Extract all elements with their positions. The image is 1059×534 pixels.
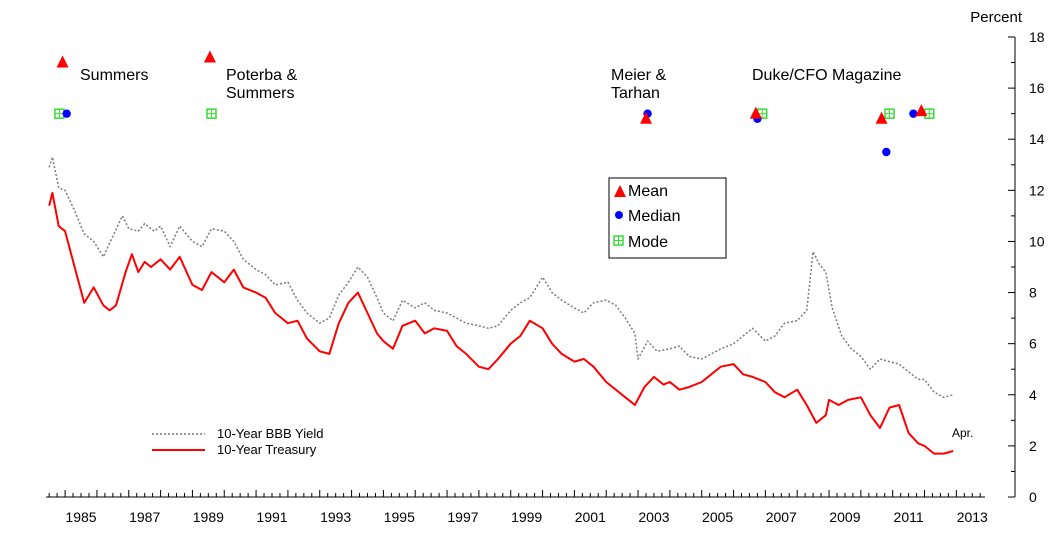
x-tick-label: 1995 [384,509,415,525]
y-tick-label: 18 [1029,29,1045,45]
series-layer [48,156,954,455]
x-tick-label: 2001 [575,509,606,525]
plot-frame [46,37,1016,498]
y-tick-label: 14 [1029,131,1045,147]
y-tick-label: 0 [1029,489,1037,505]
legend-median-label: Median [628,208,680,225]
marker-legend-box [608,177,727,259]
survey-label: Poterba & Summers [226,67,297,102]
x-tick-label: 2009 [829,509,860,525]
legend-median-dot [615,211,623,219]
legend-bbb-label: 10-Year BBB Yield [217,426,323,441]
median-marker [62,109,71,118]
series-treasury-line [48,191,954,455]
mean-marker [640,111,653,124]
y-tick-label: 8 [1029,285,1037,301]
median-marker [882,147,891,157]
mean-marker [915,104,928,117]
legend-mean-triangle [614,185,626,197]
line-legend: 10-Year BBB Yield 10-Year Treasury [152,426,323,457]
x-tick-label: 1987 [129,509,160,525]
survey-label: Meier & Tarhan [611,67,666,102]
x-tick-label: 1991 [256,509,287,525]
y-tick-label: 12 [1029,182,1045,198]
legend-mode-label: Mode [628,234,668,251]
x-tick-label: 1993 [320,509,351,525]
x-tick-label: 2005 [702,509,733,525]
legend-mean-label: Mean [628,183,668,200]
mean-marker [749,106,762,119]
legend-treasury-label: 10-Year Treasury [217,442,317,457]
survey-layer: Summers Poterba & Summers Meier & Tarhan Duke… [54,50,935,157]
end-annotation: Apr. [952,426,973,440]
x-axis: 1985 1987 1989 1991 1993 1995 1997 1999 2001 2003… [48,490,988,525]
y-axis: 0 2 4 6 8 10 12 14 16 18 [1008,29,1045,505]
x-tick-label: 2011 [894,509,924,525]
marker-legend: Mean Median Mode [608,177,727,259]
survey-label: Summers [80,67,148,84]
y-tick-label: 4 [1029,387,1037,403]
mean-marker [56,55,69,68]
mean-marker [203,50,216,63]
series-bbb-yield-line [48,156,954,399]
x-tick-label: 2007 [766,509,797,525]
y-tick-label: 2 [1029,438,1037,454]
mean-marker [875,111,888,124]
x-tick-label: 1997 [447,509,478,525]
y-tick-label: 10 [1029,233,1045,249]
x-tick-label: 1989 [193,509,224,525]
survey-label: Duke/CFO Magazine [752,67,901,84]
y-tick-label: 16 [1029,80,1045,96]
x-tick-label: 1985 [65,509,96,525]
median-marker [909,109,918,118]
x-tick-label: 2013 [957,509,988,525]
y-unit-label: Percent [970,9,1023,26]
x-tick-label: 1999 [511,509,542,525]
y-tick-label: 6 [1029,336,1037,352]
x-tick-label: 2003 [638,509,669,525]
